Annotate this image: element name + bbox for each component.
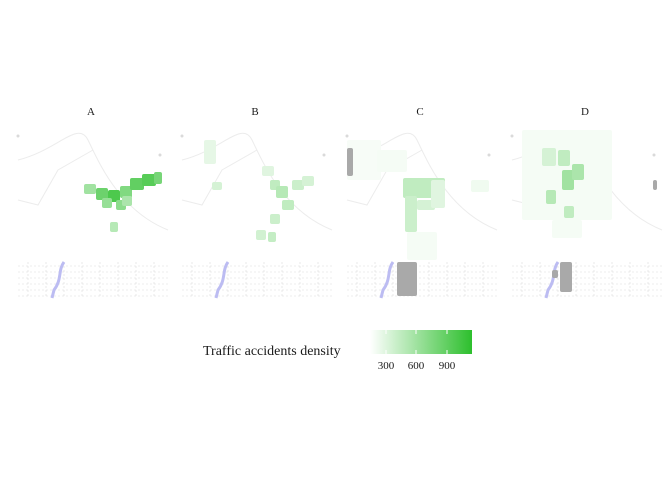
- density-cell: [417, 200, 435, 210]
- density-cell: [276, 186, 288, 198]
- density-cell: [154, 172, 162, 184]
- density-cell: [542, 148, 556, 166]
- density-cell: [562, 170, 574, 190]
- legend-tick-300: 300: [377, 360, 395, 372]
- density-cell: [84, 184, 96, 194]
- legend-tick-600: 600: [407, 360, 425, 372]
- density-cell: [130, 178, 144, 190]
- density-cell: [142, 174, 156, 186]
- density-cell: [256, 230, 266, 240]
- density-cell: [270, 214, 280, 224]
- density-cell: [431, 180, 445, 208]
- county-boundary: [181, 149, 258, 206]
- missing-cell: [560, 262, 572, 292]
- river: [544, 261, 560, 299]
- legend-tick-900: 900: [438, 360, 456, 372]
- density-cell: [377, 150, 407, 172]
- city-dot: [487, 153, 491, 157]
- density-cell: [292, 180, 304, 190]
- density-cell: [564, 206, 574, 218]
- panel-title-a: A: [87, 106, 95, 118]
- city-dot: [345, 134, 349, 138]
- map-panel-b: [180, 132, 333, 299]
- map-panel-a: [16, 132, 169, 299]
- density-cell: [558, 150, 570, 166]
- city-dot: [16, 134, 20, 138]
- river: [214, 261, 230, 299]
- density-cell: [96, 188, 108, 200]
- density-cell: [204, 140, 216, 164]
- legend-gradient: [370, 330, 472, 354]
- city-dot: [322, 153, 326, 157]
- map-panel-d: [510, 130, 663, 299]
- panel-title-c: C: [416, 106, 424, 118]
- city-dot: [652, 153, 656, 157]
- density-cell: [262, 166, 274, 176]
- density-cell: [471, 180, 489, 192]
- city-dot: [158, 153, 162, 157]
- panel-title-d: D: [581, 106, 589, 118]
- density-cell: [546, 190, 556, 204]
- city-dot: [180, 134, 184, 138]
- density-cell: [405, 196, 417, 232]
- county-boundary: [17, 132, 169, 231]
- density-cell: [212, 182, 222, 190]
- map-panel-c: [345, 132, 498, 299]
- density-cell: [572, 164, 584, 180]
- missing-cell: [397, 262, 417, 296]
- legend-title: Traffic accidents density: [203, 344, 341, 359]
- county-boundary: [17, 149, 94, 206]
- city-dot: [510, 134, 514, 138]
- density-cell: [407, 232, 437, 260]
- density-cell: [110, 222, 118, 232]
- density-cell: [122, 196, 132, 206]
- density-cell: [120, 186, 132, 198]
- missing-cell: [552, 270, 558, 278]
- density-cell: [282, 200, 294, 210]
- density-cell: [268, 232, 276, 242]
- panel-title-b: B: [251, 106, 259, 118]
- density-cell: [302, 176, 314, 186]
- density-cell: [347, 140, 381, 180]
- missing-cell: [653, 180, 657, 190]
- river: [379, 261, 395, 299]
- legend-colorbar: [370, 330, 472, 354]
- density-cell: [552, 220, 582, 238]
- river: [50, 261, 66, 299]
- missing-cell: [347, 148, 353, 176]
- density-cell: [102, 198, 112, 208]
